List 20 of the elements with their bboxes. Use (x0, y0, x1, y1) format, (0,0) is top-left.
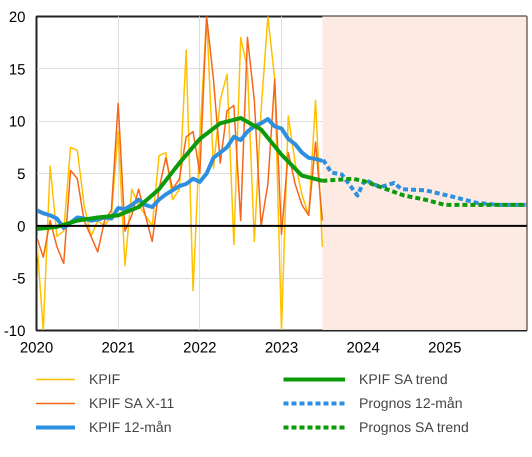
y-tick-label: 5 (17, 166, 26, 183)
x-tick-label: 2020 (20, 340, 54, 356)
y-tick-label: -5 (12, 270, 26, 288)
x-tick-label: 2025 (428, 340, 462, 356)
y-tick-label: 15 (8, 61, 26, 78)
y-tick-label: 10 (8, 114, 26, 131)
y-tick-label: 0 (17, 218, 26, 236)
x-tick-label: 2023 (264, 340, 298, 356)
x-tick-label: 2021 (101, 340, 135, 356)
y-tick-label: -10 (4, 323, 26, 340)
legend-label: KPIF 12-mån (89, 419, 172, 435)
x-tick-label: 2024 (346, 340, 380, 356)
legend-label: KPIF SA X-11 (89, 395, 176, 411)
legend-label: Prognos 12-mån (359, 395, 464, 411)
x-tick-label: 2022 (183, 340, 217, 356)
y-tick-label: 20 (8, 9, 26, 26)
legend-label: KPIF (89, 371, 122, 387)
legend-label: KPIF SA trend (359, 371, 449, 387)
line-series (36, 16, 324, 264)
legend-label: Prognos SA trend (359, 419, 470, 435)
